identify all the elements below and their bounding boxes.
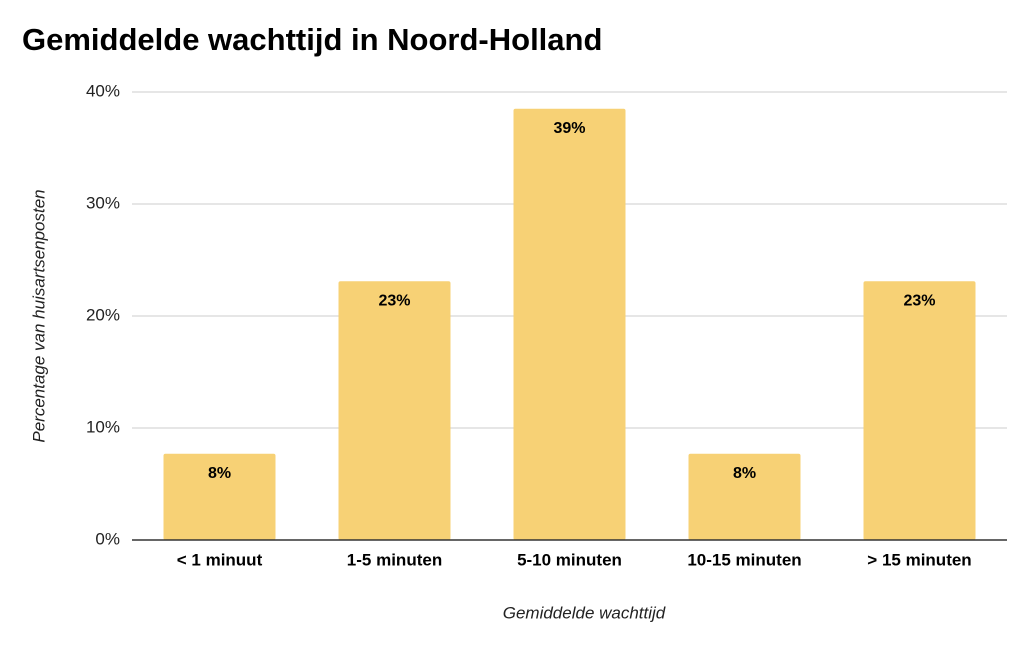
y-tick-label: 40% — [86, 81, 120, 100]
bar — [338, 281, 451, 540]
x-axis-title: Gemiddelde wachttijd — [503, 603, 666, 622]
x-tick-label: > 15 minuten — [867, 550, 971, 569]
x-tick-label: 5-10 minuten — [517, 550, 622, 569]
y-tick-label: 30% — [86, 193, 120, 212]
value-label: 23% — [903, 292, 935, 309]
bar — [863, 281, 976, 540]
x-tick-label: 1-5 minuten — [347, 550, 442, 569]
y-tick-label: 20% — [86, 305, 120, 324]
value-label: 8% — [733, 465, 756, 482]
y-axis-title: Percentage van huisartsenposten — [29, 189, 48, 442]
x-tick-label: 10-15 minuten — [687, 550, 801, 569]
y-tick-label: 0% — [95, 529, 120, 548]
y-tick-label: 10% — [86, 417, 120, 436]
bar — [688, 453, 801, 540]
x-tick-label: < 1 minuut — [177, 550, 263, 569]
value-label: 23% — [378, 292, 410, 309]
bar — [163, 453, 276, 540]
chart-title: Gemiddelde wachttijd in Noord-Holland — [22, 22, 602, 57]
bar — [513, 108, 626, 541]
value-label: 8% — [208, 465, 231, 482]
value-label: 39% — [553, 120, 585, 137]
